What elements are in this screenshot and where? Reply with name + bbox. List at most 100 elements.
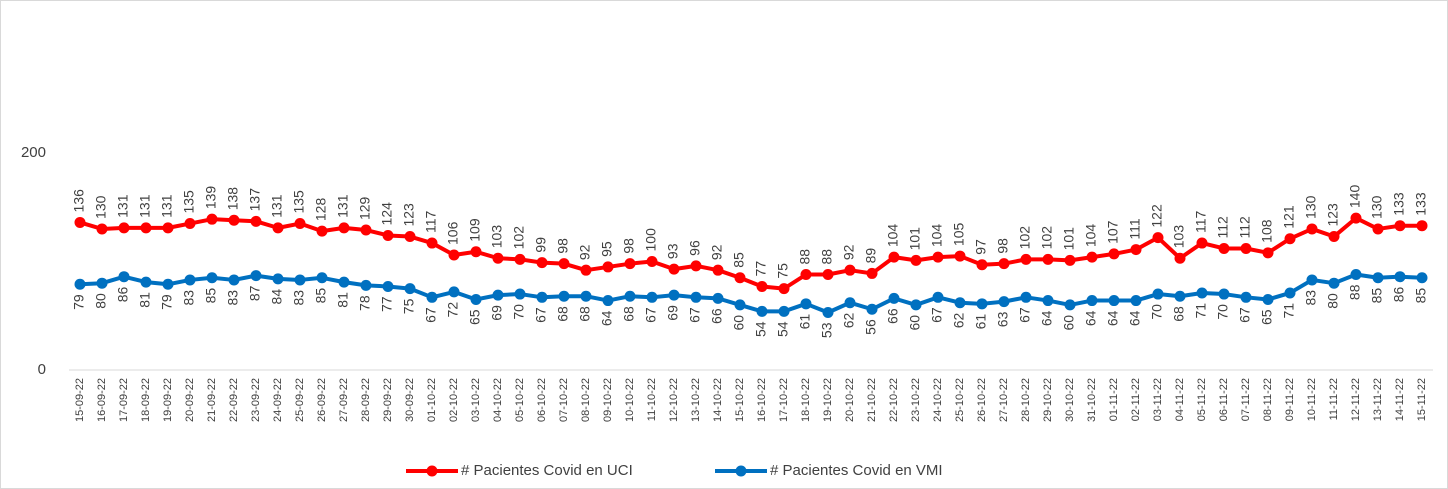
x-tick-label: 07-11-22 — [1240, 378, 1252, 421]
data-label: 100 — [643, 228, 659, 252]
x-tick-label: 03-11-22 — [1152, 378, 1164, 421]
data-label: 64 — [1127, 310, 1143, 326]
data-point — [1020, 291, 1032, 303]
x-tick-label: 05-10-22 — [514, 378, 526, 422]
data-point — [1350, 269, 1362, 281]
data-label: 87 — [247, 285, 263, 301]
data-label: 98 — [995, 238, 1011, 254]
data-point — [800, 298, 812, 310]
x-tick-label: 04-10-22 — [492, 378, 504, 422]
data-point — [1328, 277, 1340, 289]
x-tick-label: 16-09-22 — [96, 378, 108, 422]
data-point — [118, 271, 130, 283]
data-point — [1350, 212, 1362, 224]
data-point — [1394, 271, 1406, 283]
data-point — [580, 290, 592, 302]
data-point — [778, 283, 790, 295]
data-point — [492, 252, 504, 264]
data-label: 70 — [1215, 304, 1231, 320]
data-point — [998, 258, 1010, 270]
data-label: 103 — [489, 225, 505, 249]
x-tick-label: 24-09-22 — [272, 378, 284, 422]
data-point — [536, 291, 548, 303]
data-label: 64 — [599, 310, 615, 326]
x-tick-label: 17-10-22 — [778, 378, 790, 422]
data-point — [558, 290, 570, 302]
data-point — [228, 274, 240, 286]
data-point — [1174, 290, 1186, 302]
data-label: 85 — [1369, 288, 1385, 304]
data-point — [1196, 287, 1208, 299]
data-point — [140, 276, 152, 288]
data-label: 65 — [1259, 309, 1275, 325]
data-point — [448, 249, 460, 261]
data-label: 122 — [1149, 204, 1165, 228]
data-point — [1372, 223, 1384, 235]
data-point — [1130, 244, 1142, 256]
x-tick-label: 22-10-22 — [888, 378, 900, 422]
x-tick-label: 18-10-22 — [800, 378, 812, 422]
data-label: 79 — [71, 294, 87, 310]
data-label: 67 — [929, 307, 945, 323]
data-label: 77 — [753, 261, 769, 277]
data-label: 104 — [1083, 224, 1099, 248]
data-point — [74, 216, 86, 228]
data-label: 66 — [885, 308, 901, 324]
x-tick-label: 28-09-22 — [360, 378, 372, 422]
data-label: 70 — [511, 304, 527, 320]
data-label: 80 — [1325, 293, 1341, 309]
data-point — [74, 278, 86, 290]
data-point — [470, 246, 482, 258]
data-label: 109 — [467, 218, 483, 242]
data-label: 88 — [819, 249, 835, 265]
data-point — [888, 251, 900, 263]
data-label: 54 — [753, 321, 769, 337]
data-point — [558, 258, 570, 270]
data-point — [404, 283, 416, 295]
x-tick-label: 24-10-22 — [932, 378, 944, 422]
data-point — [822, 269, 834, 281]
data-point — [1042, 295, 1054, 307]
data-label: 67 — [1017, 307, 1033, 323]
data-label: 68 — [555, 306, 571, 322]
data-label: 102 — [1039, 226, 1055, 250]
x-tick-label: 02-10-22 — [448, 378, 460, 422]
data-label: 69 — [665, 305, 681, 321]
data-point — [514, 288, 526, 300]
x-tick-label: 11-11-22 — [1328, 378, 1340, 420]
data-point — [712, 292, 724, 304]
data-label: 67 — [533, 307, 549, 323]
data-label: 136 — [71, 189, 87, 213]
data-point — [1152, 288, 1164, 300]
data-point — [580, 264, 592, 276]
x-tick-label: 30-10-22 — [1064, 378, 1076, 422]
data-point — [250, 270, 262, 282]
data-point — [976, 259, 988, 271]
data-point — [778, 305, 790, 317]
data-label: 85 — [731, 252, 747, 268]
data-point — [1108, 295, 1120, 307]
x-tick-label: 27-09-22 — [338, 378, 350, 422]
data-label: 139 — [203, 186, 219, 210]
x-tick-label: 12-11-22 — [1350, 378, 1362, 421]
data-label: 101 — [907, 227, 923, 251]
data-label: 133 — [1413, 192, 1429, 216]
data-label: 131 — [137, 194, 153, 218]
data-label: 106 — [445, 221, 461, 245]
data-point — [888, 292, 900, 304]
x-tick-label: 28-10-22 — [1020, 378, 1032, 422]
data-point — [1240, 242, 1252, 254]
x-tick-label: 11-10-22 — [646, 378, 658, 421]
x-tick-label: 09-10-22 — [602, 378, 614, 422]
data-label: 92 — [577, 244, 593, 260]
data-point — [1064, 299, 1076, 311]
data-label: 131 — [115, 194, 131, 218]
data-label: 60 — [907, 315, 923, 331]
data-label: 123 — [401, 203, 417, 227]
y-tick-label: 200 — [21, 144, 46, 161]
data-label: 93 — [665, 243, 681, 259]
data-label: 112 — [1215, 216, 1231, 239]
x-tick-label: 26-10-22 — [976, 378, 988, 422]
x-tick-label: 27-10-22 — [998, 378, 1010, 422]
data-label: 86 — [1391, 286, 1407, 302]
